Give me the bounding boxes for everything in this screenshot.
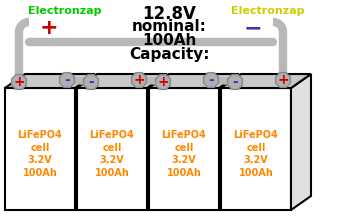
Text: LiFePO4
cell
3.2V
100Ah: LiFePO4 cell 3.2V 100Ah [162, 130, 206, 178]
Text: +: + [157, 75, 169, 89]
Polygon shape [149, 74, 239, 88]
Polygon shape [291, 74, 311, 210]
Polygon shape [132, 73, 146, 87]
Polygon shape [221, 74, 311, 88]
Text: -: - [232, 75, 238, 89]
Polygon shape [5, 74, 95, 88]
Text: +: + [40, 18, 58, 38]
Text: 12.8V: 12.8V [142, 5, 196, 23]
Polygon shape [77, 74, 167, 88]
Bar [5, 88, 75, 210]
Polygon shape [156, 75, 171, 89]
Polygon shape [60, 73, 74, 87]
Text: -: - [208, 73, 214, 87]
Polygon shape [276, 73, 291, 87]
Text: Capacity:: Capacity: [129, 47, 209, 62]
Polygon shape [227, 75, 242, 89]
Text: Electronzap: Electronzap [231, 6, 305, 16]
Polygon shape [84, 75, 98, 89]
Text: LiFePO4
cell
3.2V
100Ah: LiFePO4 cell 3.2V 100Ah [234, 130, 278, 178]
Text: −: − [244, 18, 262, 38]
Text: LiFePO4
cell
3.2V
100Ah: LiFePO4 cell 3.2V 100Ah [89, 130, 134, 178]
Bar [77, 88, 147, 210]
Text: 100Ah: 100Ah [142, 33, 196, 48]
Polygon shape [12, 75, 26, 89]
Text: nominal:: nominal: [132, 19, 206, 34]
Text: +: + [133, 73, 145, 87]
Text: LiFePO4
cell
3.2V
100Ah: LiFePO4 cell 3.2V 100Ah [18, 130, 62, 178]
Bar [221, 88, 291, 210]
Text: -: - [88, 75, 94, 89]
Text: Electronzap: Electronzap [28, 6, 102, 16]
Polygon shape [204, 73, 218, 87]
Text: +: + [277, 73, 289, 87]
Text: -: - [64, 73, 70, 87]
Bar [149, 88, 219, 210]
Text: +: + [13, 75, 25, 89]
